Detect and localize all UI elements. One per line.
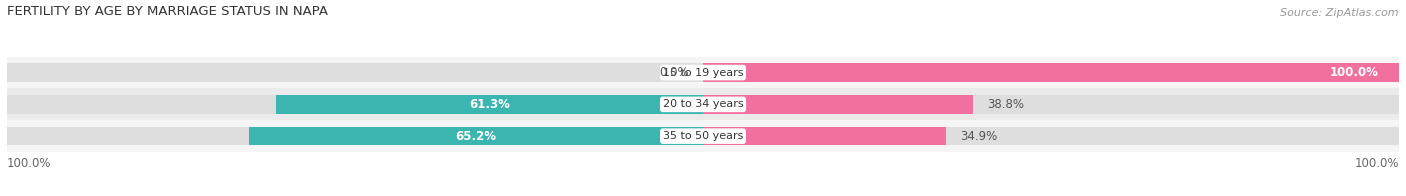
Text: 65.2%: 65.2% <box>456 130 496 143</box>
Bar <box>7 95 1399 113</box>
Bar <box>703 63 1399 82</box>
Text: 34.9%: 34.9% <box>960 130 997 143</box>
Text: 100.0%: 100.0% <box>1354 157 1399 170</box>
Text: 35 to 50 years: 35 to 50 years <box>662 131 744 141</box>
Bar <box>249 127 703 145</box>
Bar <box>7 57 1399 88</box>
Text: 0.0%: 0.0% <box>659 66 689 79</box>
Bar <box>7 88 1399 120</box>
Bar <box>7 63 1399 82</box>
Text: 20 to 34 years: 20 to 34 years <box>662 99 744 109</box>
Bar <box>7 120 1399 152</box>
Text: 15 to 19 years: 15 to 19 years <box>662 68 744 78</box>
Text: Source: ZipAtlas.com: Source: ZipAtlas.com <box>1281 8 1399 18</box>
Bar <box>277 95 703 113</box>
Bar <box>703 95 973 113</box>
Text: 61.3%: 61.3% <box>470 98 510 111</box>
Bar <box>7 127 1399 145</box>
Bar <box>703 127 946 145</box>
Text: 100.0%: 100.0% <box>1329 66 1378 79</box>
Text: 38.8%: 38.8% <box>987 98 1024 111</box>
Text: 100.0%: 100.0% <box>7 157 52 170</box>
Text: FERTILITY BY AGE BY MARRIAGE STATUS IN NAPA: FERTILITY BY AGE BY MARRIAGE STATUS IN N… <box>7 5 328 18</box>
